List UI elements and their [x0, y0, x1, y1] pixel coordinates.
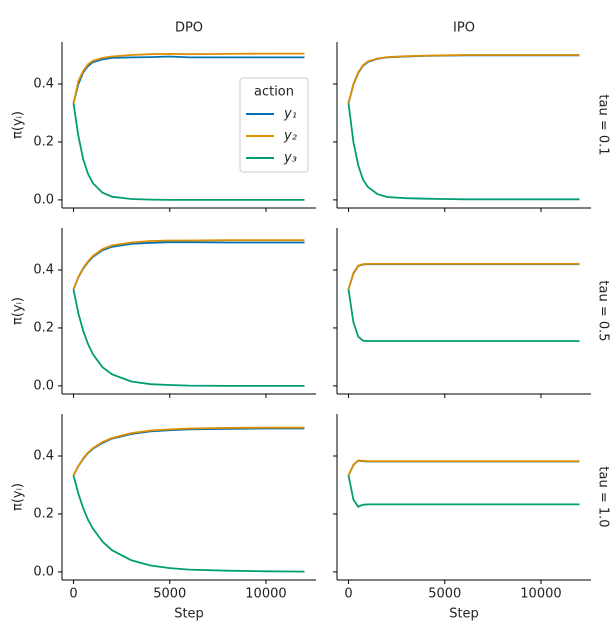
line	[72, 52, 305, 104]
x-axis-label: Step	[174, 607, 204, 622]
legend-label: y₃	[283, 151, 297, 166]
line	[72, 475, 305, 573]
line	[72, 241, 305, 290]
x-axis-label: Step	[449, 607, 479, 622]
y-tick-label: 0.0	[33, 192, 54, 207]
legend-title: action	[254, 85, 294, 100]
x-tick-label: 5000	[428, 587, 461, 602]
legend-label: y₂	[283, 129, 297, 144]
line	[347, 475, 580, 508]
legend-label: y₁	[283, 107, 297, 122]
panel-title: DPO	[175, 21, 203, 36]
y-tick-label: 0.0	[33, 564, 54, 579]
line	[347, 54, 580, 104]
line	[347, 289, 580, 342]
line	[347, 459, 580, 476]
row-label: tau = 1.0	[596, 466, 611, 527]
line	[72, 103, 305, 201]
row-label: tau = 0.5	[596, 280, 611, 341]
y-axis-label: π(yᵢ)	[11, 111, 26, 139]
x-tick-label: 10000	[245, 587, 286, 602]
line	[72, 289, 305, 387]
x-tick-label: 0	[344, 587, 352, 602]
y-tick-label: 0.4	[33, 263, 54, 278]
x-tick-label: 10000	[520, 587, 561, 602]
line	[347, 263, 580, 290]
line	[72, 427, 305, 476]
line	[347, 459, 580, 476]
y-tick-label: 0.4	[33, 77, 54, 92]
y-tick-label: 0.2	[33, 134, 54, 149]
x-tick-label: 0	[69, 587, 77, 602]
y-axis-label: π(yᵢ)	[11, 297, 26, 325]
row-label: tau = 0.1	[596, 94, 611, 155]
y-tick-label: 0.0	[33, 378, 54, 393]
panel-title: IPO	[453, 21, 475, 36]
line	[347, 54, 580, 104]
line	[347, 263, 580, 290]
y-tick-label: 0.2	[33, 506, 54, 521]
y-tick-label: 0.2	[33, 320, 54, 335]
line	[347, 103, 580, 201]
x-tick-label: 5000	[153, 587, 186, 602]
y-tick-label: 0.4	[33, 449, 54, 464]
line	[72, 426, 305, 476]
legend-box	[239, 77, 309, 173]
line	[72, 239, 305, 290]
y-axis-label: π(yᵢ)	[11, 483, 26, 511]
